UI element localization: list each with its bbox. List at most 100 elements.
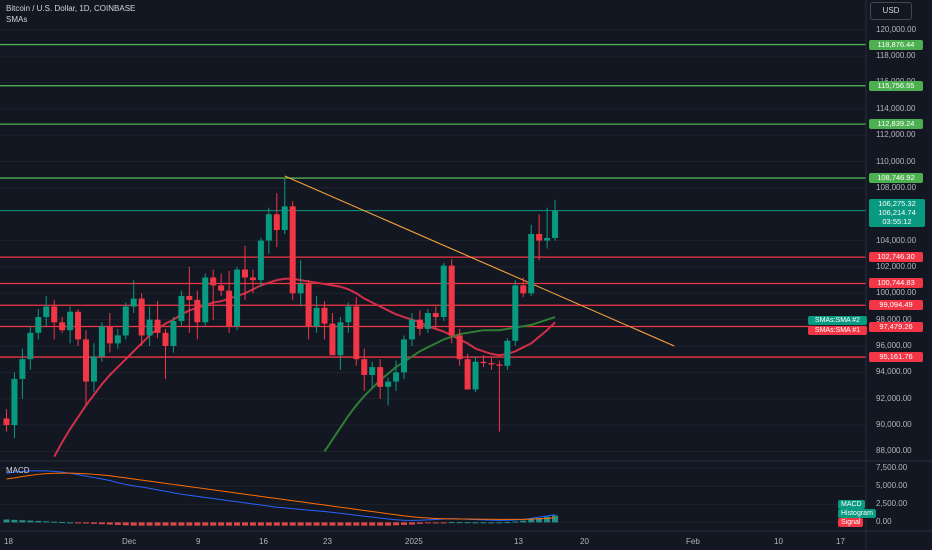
macd-axis-label: 7,500.00 bbox=[876, 463, 908, 473]
candle-body bbox=[114, 335, 121, 344]
candle bbox=[321, 301, 328, 340]
level-price-tag: 108,746.92 bbox=[869, 173, 923, 184]
candle bbox=[170, 317, 177, 353]
macd-tag: MACD bbox=[838, 500, 865, 509]
candle bbox=[281, 178, 288, 234]
histogram-bar bbox=[154, 522, 161, 526]
candle-body bbox=[377, 367, 384, 387]
histogram-bar bbox=[289, 522, 296, 526]
candle bbox=[369, 361, 376, 389]
bar-countdown: 03:55:12 bbox=[882, 217, 912, 226]
candle-body bbox=[98, 326, 105, 357]
candle bbox=[194, 290, 201, 340]
candle-body bbox=[67, 311, 74, 331]
symbol-title[interactable]: Bitcoin / U.S. Dollar, 1D, COINBASE bbox=[6, 4, 136, 13]
histogram-bar bbox=[297, 522, 304, 526]
macd-title[interactable]: MACD bbox=[6, 466, 30, 475]
candle bbox=[297, 260, 304, 307]
time-axis-label: 20 bbox=[580, 537, 589, 546]
price-axis-label: 90,000.00 bbox=[876, 420, 912, 430]
candle-body bbox=[424, 313, 431, 329]
price-axis-label: 92,000.00 bbox=[876, 393, 912, 403]
candle bbox=[59, 317, 66, 333]
histogram-bar bbox=[305, 522, 312, 526]
level-price-tag: 95,161.76 bbox=[869, 352, 923, 363]
histogram-bar bbox=[210, 522, 217, 526]
candle bbox=[146, 306, 153, 346]
candle bbox=[51, 299, 58, 340]
candle bbox=[440, 262, 447, 321]
histogram-bar bbox=[456, 522, 463, 524]
histogram-bar bbox=[496, 522, 503, 524]
candle-body bbox=[257, 240, 264, 281]
candle-body bbox=[11, 378, 18, 426]
signal-line bbox=[6, 472, 556, 520]
histogram-bar bbox=[146, 522, 153, 526]
level-price-tag: 102,746.30 bbox=[869, 252, 923, 263]
candle-body bbox=[35, 317, 42, 333]
price-axis-label: 88,000.00 bbox=[876, 446, 912, 456]
candle-body bbox=[544, 237, 551, 241]
candle bbox=[401, 335, 407, 379]
histogram-bar bbox=[281, 522, 288, 526]
currency-button[interactable]: USD bbox=[870, 2, 912, 20]
macd-axis-label: 0.00 bbox=[876, 517, 892, 527]
candle bbox=[313, 295, 320, 333]
candle bbox=[377, 359, 384, 399]
candle-body bbox=[59, 322, 66, 331]
histogram-bar bbox=[202, 522, 209, 526]
candle-body bbox=[305, 284, 312, 327]
candle bbox=[27, 326, 34, 370]
candle bbox=[43, 295, 50, 327]
histogram-bar bbox=[138, 522, 145, 526]
level-price-tag: 99,094.49 bbox=[869, 300, 923, 311]
histogram-bar bbox=[393, 522, 400, 526]
price-axis-label: 100,000.00 bbox=[876, 288, 917, 298]
candle bbox=[528, 224, 535, 296]
histogram-bar bbox=[385, 522, 392, 526]
candle bbox=[424, 309, 431, 333]
histogram-bar bbox=[480, 522, 487, 524]
candle bbox=[90, 343, 97, 393]
candle-body bbox=[154, 319, 161, 333]
candle-body bbox=[51, 306, 58, 323]
candle bbox=[385, 377, 392, 406]
candle-body bbox=[297, 284, 304, 294]
histogram-bar bbox=[345, 522, 352, 526]
level-price-tag: 115,756.55 bbox=[869, 80, 923, 91]
histogram-bar bbox=[321, 522, 328, 526]
candle bbox=[544, 207, 551, 249]
candle-body bbox=[130, 298, 137, 307]
indicator-name[interactable]: SMAs bbox=[6, 15, 28, 24]
level-price-tag: 118,876.44 bbox=[869, 39, 923, 50]
candle bbox=[130, 280, 137, 314]
histogram-bar bbox=[162, 522, 169, 526]
candle-body bbox=[313, 307, 320, 327]
histogram-bar bbox=[273, 522, 280, 526]
candle-body bbox=[43, 306, 50, 318]
candle bbox=[361, 348, 368, 391]
level-price-tag: 100,744.83 bbox=[869, 278, 923, 289]
histogram-bar bbox=[106, 522, 113, 525]
candle bbox=[520, 277, 527, 298]
time-axis-label: 9 bbox=[196, 537, 201, 546]
candle bbox=[408, 313, 415, 346]
candle-body bbox=[536, 234, 543, 241]
candle bbox=[353, 297, 360, 366]
candle bbox=[512, 280, 519, 346]
candle-body bbox=[106, 326, 113, 344]
candle bbox=[35, 309, 42, 340]
level-price-tag: 97,479.26 bbox=[869, 321, 923, 332]
candle bbox=[114, 328, 121, 349]
macd-axis-label: 5,000.00 bbox=[876, 481, 908, 491]
histogram-bar bbox=[313, 522, 320, 526]
chart-background bbox=[0, 0, 866, 550]
histogram-bar bbox=[98, 522, 105, 525]
histogram-bar bbox=[424, 522, 431, 524]
candle-body bbox=[504, 340, 511, 366]
candle-body bbox=[456, 335, 463, 360]
candle bbox=[178, 290, 185, 327]
histogram-bar bbox=[43, 521, 50, 523]
candle-body bbox=[432, 313, 439, 318]
